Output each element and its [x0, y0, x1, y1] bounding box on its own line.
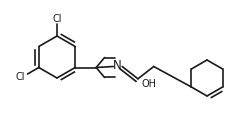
- Text: N: N: [113, 59, 122, 72]
- Text: Cl: Cl: [16, 72, 25, 82]
- Text: OH: OH: [142, 79, 157, 89]
- Text: Cl: Cl: [52, 14, 62, 24]
